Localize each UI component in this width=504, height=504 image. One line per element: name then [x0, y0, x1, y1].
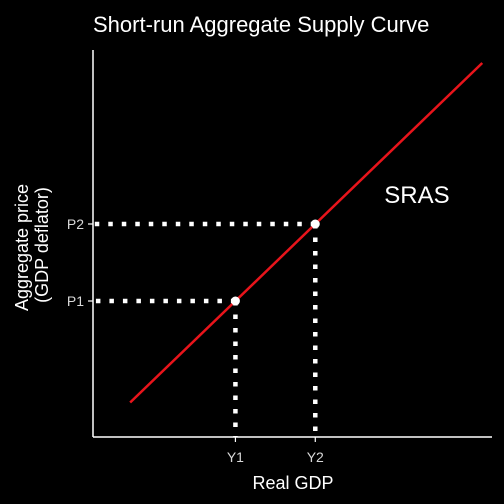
- y-axis-label-line-2: (GDP deflator): [32, 187, 52, 303]
- y-tick-label-2: P2: [67, 216, 84, 232]
- y-axis-label: Aggregate price (GDP deflator): [12, 179, 52, 311]
- sras-label: SRAS: [384, 182, 449, 209]
- chart-title: Short-run Aggregate Supply Curve: [93, 12, 429, 37]
- y-axis-label-line-1: Aggregate price: [12, 184, 32, 311]
- sras-line: [129, 62, 484, 404]
- equilibrium-point-1: [230, 296, 240, 306]
- x-axis-label: Real GDP: [252, 473, 333, 493]
- y-tick-label-1: P1: [67, 293, 84, 309]
- x-tick-label-1: Y1: [227, 449, 244, 465]
- equilibrium-point-2: [310, 219, 320, 229]
- x-tick-label-2: Y2: [307, 449, 324, 465]
- ticks: Y1 Y2 P1 P2: [67, 216, 324, 465]
- plot-area: [93, 62, 484, 437]
